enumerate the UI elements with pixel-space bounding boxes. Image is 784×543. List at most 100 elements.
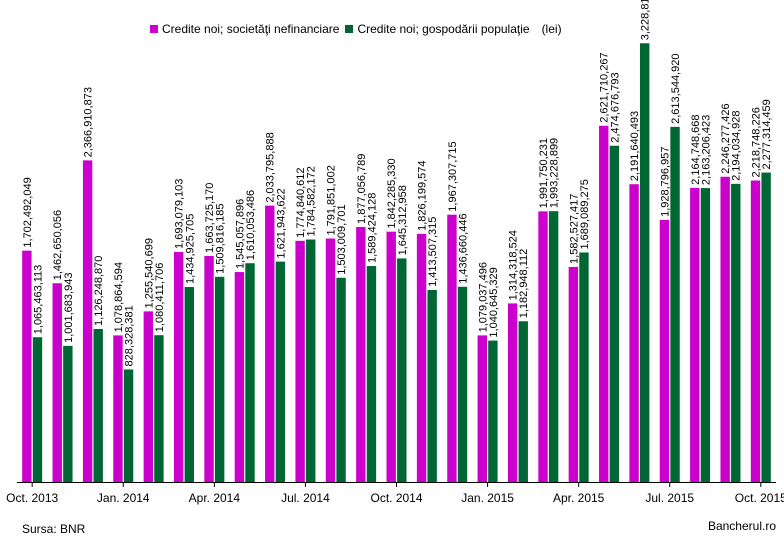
x-tick-label-7: Jul. 2015: [645, 491, 694, 505]
data-label-companies-0: 1,702,492,049: [22, 177, 34, 247]
x-tick-label-1: Jan. 2014: [97, 491, 150, 505]
bar-companies-10: [325, 238, 336, 482]
legend-item-households: Credite noi; gospodării populaţie: [345, 22, 530, 36]
legend: Credite noi; societăţi nefinanciare Cred…: [150, 22, 562, 36]
data-label-households-20: 3,228,819,418: [640, 0, 652, 40]
bar-companies-9: [295, 240, 305, 482]
data-label-companies-10: 1,791,851,002: [325, 165, 337, 235]
data-label-households-16: 1,182,948,112: [518, 249, 530, 319]
legend-unit: (lei): [541, 22, 562, 36]
data-label-households-19: 2,474,676,793: [609, 72, 621, 142]
bar-households-16: [518, 321, 528, 482]
bar-households-18: [579, 252, 589, 482]
data-label-companies-4: 1,255,540,699: [143, 238, 155, 308]
x-tick-label-8: Oct. 2015: [735, 491, 784, 505]
bar-households-21: [670, 126, 680, 483]
bar-companies-23: [720, 176, 730, 482]
bar-households-4: [154, 335, 164, 482]
bar-companies-21: [659, 219, 670, 482]
data-label-companies-1: 1,462,650,056: [52, 210, 64, 280]
bar-companies-7: [234, 272, 245, 482]
bar-companies-3: [113, 335, 123, 482]
legend-item-companies: Credite noi; societăţi nefinanciare: [150, 22, 339, 36]
x-tick-label-2: Apr. 2014: [189, 491, 241, 505]
data-label-households-12: 1,645,312,958: [397, 185, 409, 255]
data-label-households-18: 1,689,089,275: [579, 179, 591, 249]
bar-companies-0: [22, 250, 32, 482]
data-label-companies-2: 2,366,910,873: [83, 87, 95, 157]
source-note: Sursa: BNR: [22, 522, 86, 536]
data-label-households-4: 1,080,411,706: [154, 263, 166, 333]
data-label-companies-20: 2,191,640,493: [629, 111, 641, 181]
data-label-households-11: 1,589,424,128: [366, 193, 378, 263]
data-label-companies-24: 2,218,748,226: [751, 107, 763, 177]
x-tick-label-5: Jan. 2015: [461, 491, 514, 505]
bar-companies-22: [690, 187, 700, 482]
bar-households-15: [488, 340, 498, 482]
bar-companies-12: [386, 231, 396, 482]
data-label-companies-14: 1,967,307,715: [447, 141, 459, 211]
bar-households-24: [761, 172, 771, 483]
bar-households-6: [214, 276, 225, 482]
bar-companies-19: [599, 125, 609, 482]
brand-label: Bancherul.ro: [707, 519, 776, 533]
bar-households-3: [123, 369, 134, 482]
bar-households-23: [731, 183, 741, 482]
bar-households-9: [306, 239, 316, 482]
data-label-companies-17: 1,991,750,231: [538, 138, 550, 208]
bar-companies-6: [204, 255, 214, 482]
data-label-households-3: 828,328,381: [124, 305, 136, 366]
data-label-households-14: 1,436,660,446: [458, 213, 470, 283]
data-label-households-13: 1,413,507,315: [427, 217, 439, 287]
x-tick-label-6: Apr. 2015: [553, 491, 605, 505]
data-label-companies-12: 1,842,285,330: [386, 158, 398, 228]
data-label-households-21: 2,613,544,920: [670, 54, 682, 124]
data-label-companies-21: 1,928,796,957: [659, 147, 671, 217]
data-label-households-8: 1,621,943,622: [275, 188, 287, 258]
bar-households-20: [639, 43, 650, 482]
bar-households-7: [245, 263, 255, 482]
data-label-households-2: 1,126,248,870: [93, 256, 105, 326]
bar-companies-13: [416, 233, 427, 482]
legend-label-companies: Credite noi; societăţi nefinanciare: [162, 22, 340, 36]
data-label-households-5: 1,434,925,705: [184, 214, 196, 284]
bar-companies-5: [173, 251, 184, 482]
data-label-companies-23: 2,246,277,426: [720, 103, 732, 173]
bar-companies-15: [477, 335, 487, 482]
bar-companies-16: [507, 303, 518, 482]
bar-households-12: [397, 258, 407, 482]
bar-households-2: [93, 328, 103, 482]
data-label-households-1: 1,001,683,943: [63, 273, 75, 343]
bar-companies-11: [356, 226, 366, 482]
data-label-households-22: 2,163,206,423: [700, 115, 712, 185]
data-label-households-6: 1,509,816,185: [215, 203, 227, 273]
bar-households-11: [366, 266, 377, 482]
data-label-companies-6: 1,663,725,170: [204, 183, 216, 253]
data-label-companies-11: 1,877,056,789: [356, 154, 368, 224]
x-tick-label-0: Oct. 2013: [6, 491, 58, 505]
bar-households-22: [700, 188, 711, 482]
data-label-households-10: 1,503,009,701: [336, 204, 348, 274]
bar-companies-8: [265, 205, 275, 482]
bar-households-1: [63, 345, 73, 482]
data-label-households-23: 2,194,034,928: [731, 111, 743, 181]
x-tick-label-3: Jul. 2014: [281, 491, 330, 505]
data-label-companies-22: 2,164,748,668: [690, 114, 702, 184]
data-label-companies-16: 1,314,318,524: [508, 230, 520, 300]
data-label-households-7: 1,610,053,486: [245, 190, 257, 260]
data-label-households-15: 1,040,645,329: [488, 267, 500, 337]
bar-households-14: [457, 286, 468, 482]
data-label-companies-9: 1,774,840,612: [295, 167, 307, 237]
data-label-companies-5: 1,693,079,103: [174, 179, 186, 249]
bar-companies-1: [52, 283, 62, 482]
bar-households-5: [184, 287, 194, 482]
data-label-companies-3: 1,078,864,594: [113, 262, 125, 332]
bar-companies-14: [447, 214, 457, 482]
legend-swatch-companies: [150, 25, 158, 33]
data-label-households-9: 1,784,582,172: [306, 166, 318, 236]
x-tick-label-4: Oct. 2014: [370, 491, 422, 505]
legend-label-households: Credite noi; gospodării populaţie: [357, 22, 530, 36]
data-label-households-17: 1,993,228,899: [549, 138, 561, 208]
bar-companies-24: [750, 180, 761, 482]
